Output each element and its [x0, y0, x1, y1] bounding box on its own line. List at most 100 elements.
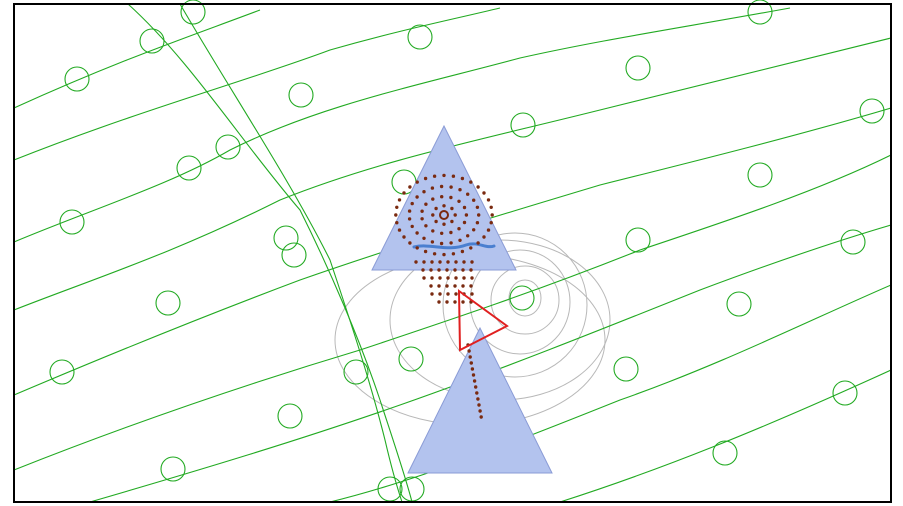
sample-dot-113: [437, 300, 441, 304]
sample-dot-96: [438, 276, 442, 280]
sample-dot-128: [477, 403, 481, 407]
sample-dot-6: [434, 206, 438, 211]
sample-dot-45: [472, 198, 476, 202]
marker-circle-14: [273, 225, 299, 251]
marker-circle-27: [277, 403, 303, 429]
sample-dot-87: [421, 268, 425, 272]
sample-dot-7: [442, 204, 446, 208]
sample-dot-88: [429, 268, 433, 272]
sample-dot-15: [424, 224, 428, 228]
sample-dot-100: [470, 276, 474, 280]
sample-dot-102: [437, 284, 441, 288]
sample-dot-90: [445, 268, 449, 272]
sample-dot-42: [449, 185, 453, 189]
sample-dot-114: [445, 300, 449, 304]
flow-line-7: [89, 224, 892, 503]
sample-dot-2: [450, 219, 454, 224]
sample-dot-52: [469, 246, 473, 250]
marker-circle-24: [49, 359, 75, 385]
marker-circle-22: [398, 346, 424, 372]
sample-dot-62: [395, 221, 399, 225]
sample-dot-101: [429, 284, 433, 288]
sample-dot-30: [439, 241, 444, 246]
sample-dot-55: [442, 252, 446, 257]
contour-4: [442, 232, 588, 378]
sample-dot-50: [482, 235, 486, 239]
sample-dot-69: [423, 176, 428, 181]
sample-dot-28: [458, 238, 462, 242]
sample-dot-19: [431, 197, 435, 201]
sample-dot-16: [420, 217, 424, 221]
sample-dot-109: [446, 292, 450, 296]
marker-circle-20: [509, 285, 535, 311]
sample-dot-14: [431, 229, 435, 233]
obstacle-triangle-lower: [407, 326, 553, 474]
sample-dot-112: [470, 292, 474, 296]
marker-circle-8: [215, 134, 241, 160]
sample-dot-24: [477, 213, 481, 217]
sample-dot-17: [420, 209, 424, 213]
planned-path: [412, 242, 496, 250]
sample-dot-38: [415, 195, 419, 199]
flow-line-markers: [49, 0, 885, 502]
sample-dot-106: [469, 284, 473, 288]
sample-dot-110: [454, 292, 458, 296]
sample-dot-129: [478, 409, 482, 413]
sample-dot-3: [442, 222, 446, 226]
sample-dot-104: [453, 284, 457, 288]
sample-dot-51: [476, 241, 480, 245]
sample-dot-47: [490, 213, 494, 217]
marker-circle-5: [64, 66, 90, 92]
sample-dot-85: [462, 260, 466, 264]
sample-dot-48: [489, 221, 493, 225]
sample-dot-49: [486, 228, 491, 232]
marker-circle-19: [155, 290, 181, 316]
sample-dot-123: [471, 373, 476, 377]
sample-origin-ring: [439, 210, 449, 220]
sample-dot-27: [466, 234, 470, 238]
sample-dot-75: [476, 185, 480, 189]
sample-dot-57: [423, 249, 428, 254]
sample-dot-63: [394, 213, 398, 217]
sample-dot-1: [453, 213, 457, 217]
marker-circle-1: [180, 0, 206, 25]
marker-circle-25: [613, 356, 639, 382]
sample-dot-83: [446, 260, 450, 264]
marker-circle-4: [747, 0, 773, 25]
sample-dot-82: [438, 260, 442, 264]
sample-dot-81: [430, 260, 434, 264]
flow-line-2: [13, 7, 501, 161]
sample-dot-31: [430, 240, 435, 244]
sample-dot-9: [464, 213, 469, 217]
sample-dot-76: [482, 191, 486, 195]
sample-dot-66: [402, 191, 406, 195]
marker-circle-2: [139, 28, 165, 54]
marker-circle-17: [747, 162, 773, 188]
sample-dot-98: [454, 276, 458, 280]
sample-dot-80: [422, 260, 426, 264]
marker-circle-13: [59, 209, 85, 235]
contour-1: [508, 279, 542, 317]
sample-dot-32: [422, 236, 426, 240]
sample-dot-78: [489, 205, 493, 209]
sample-dot-64: [395, 205, 399, 209]
sample-dot-84: [454, 260, 458, 264]
sample-dot-120: [468, 355, 472, 359]
sample-dot-73: [460, 176, 465, 181]
sample-dot-125: [474, 385, 478, 389]
marker-circle-18: [840, 229, 866, 255]
sample-dot-94: [422, 276, 426, 280]
sample-dot-72: [451, 174, 456, 178]
sample-dot-18: [424, 202, 428, 206]
marker-circle-15: [281, 242, 307, 268]
sample-dot-40: [430, 186, 435, 190]
sample-dot-4: [434, 219, 438, 224]
sample-dot-107: [430, 292, 434, 296]
marker-circle-10: [510, 112, 536, 138]
sample-dot-103: [445, 284, 449, 288]
flow-line-8: [329, 284, 892, 503]
sample-dot-60: [402, 235, 406, 239]
sample-dot-37: [410, 201, 414, 206]
marker-circle-9: [176, 155, 202, 181]
